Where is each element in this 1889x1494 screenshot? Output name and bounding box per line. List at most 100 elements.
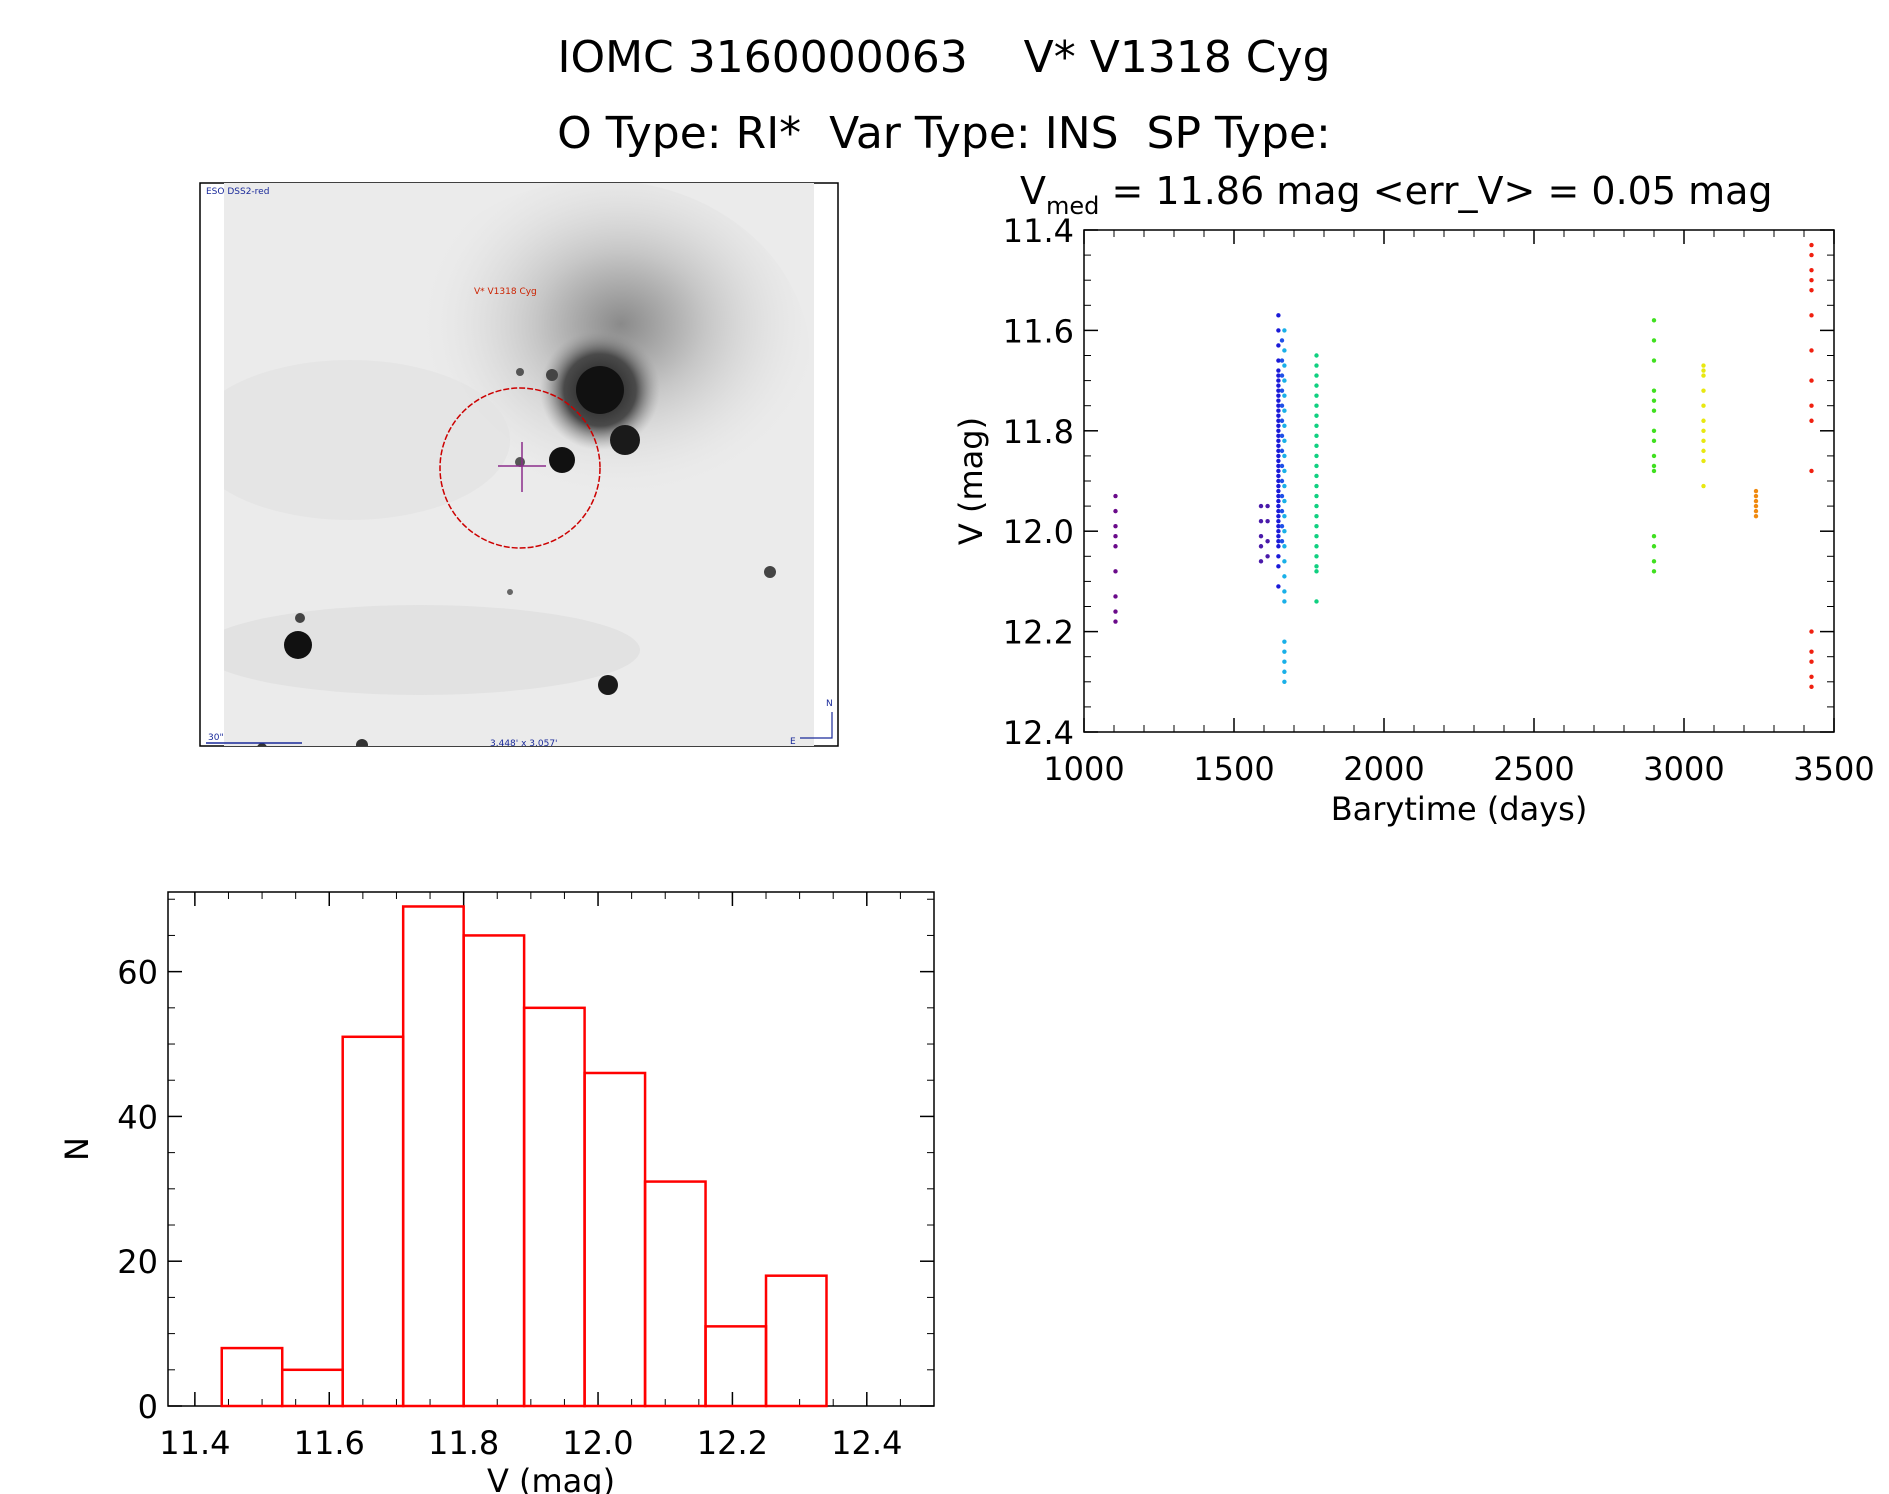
light-curve-point	[1809, 267, 1814, 273]
light-curve-point	[1701, 483, 1706, 489]
light-curve-point	[1282, 649, 1287, 654]
light-curve-point	[1314, 599, 1319, 604]
light-curve-point	[1276, 554, 1281, 559]
light-curve-point	[1113, 544, 1118, 549]
light-curve-point	[1265, 554, 1270, 559]
light-curve-point	[1276, 413, 1281, 418]
light-curve-point	[1314, 353, 1319, 358]
light-curve-point	[1282, 659, 1287, 664]
star	[356, 739, 368, 746]
light-curve-point	[1701, 418, 1706, 423]
light-curve-point	[1279, 539, 1285, 544]
light-curve-point	[1314, 564, 1319, 569]
light-curve-point	[1282, 483, 1287, 489]
light-curve-point	[1809, 252, 1814, 258]
light-curve-point	[1282, 328, 1287, 333]
light-curve-chart: Vmed = 11.86 mag <err_V> = 0.05 mag 1000…	[952, 169, 1875, 828]
light-curve-point	[1113, 619, 1118, 624]
histogram-ytick-label: 20	[117, 1243, 158, 1281]
light-curve-point	[1809, 288, 1814, 293]
light-curve-point	[1276, 544, 1281, 549]
light-curve-point	[1809, 674, 1814, 679]
star	[549, 447, 575, 473]
light-curve-point	[1276, 483, 1281, 489]
light-curve-point	[1276, 328, 1281, 333]
figure-subtitle: O Type: RI* Var Type: INS SP Type:	[557, 108, 1331, 159]
light-curve-ytick-label: 12.0	[1003, 513, 1074, 551]
light-curve-point	[1809, 649, 1814, 654]
light-curve-point	[1279, 463, 1285, 469]
histogram-xtick-label: 12.0	[562, 1424, 633, 1462]
light-curve-point	[1113, 594, 1118, 599]
light-curve-ytick-label: 11.4	[1003, 212, 1074, 250]
light-curve-xlabel: Barytime (days)	[1331, 790, 1588, 828]
light-curve-point	[1113, 569, 1118, 574]
light-curve-ytick-label: 11.8	[1003, 413, 1074, 451]
light-curve-point	[1279, 373, 1285, 378]
histogram-frame	[167, 891, 935, 1407]
histogram-ytick-label: 40	[117, 1098, 158, 1136]
histogram-axes: 11.4 11.6 11.8 12.0 12.2 12.4 0 20 40 60	[117, 892, 934, 1462]
light-curve-point	[1276, 408, 1281, 413]
crosshair-marker	[498, 442, 546, 492]
light-curve-ytick-label: 11.6	[1003, 312, 1074, 350]
compass-east-label: E	[790, 737, 796, 747]
light-curve-point	[1651, 408, 1657, 413]
light-curve-point	[1276, 368, 1281, 373]
light-curve-point	[1753, 513, 1759, 519]
light-curve-point	[1279, 478, 1285, 484]
light-curve-point	[1279, 493, 1285, 499]
light-curve-ylabel: V (mag)	[952, 417, 990, 545]
light-curve-point	[1276, 498, 1281, 504]
star	[257, 743, 267, 746]
star	[295, 613, 305, 623]
histogram-bar	[704, 1325, 768, 1408]
light-curve-point	[1314, 393, 1319, 398]
light-curve-title-sub: med	[1046, 192, 1099, 220]
light-curve-point	[1314, 363, 1319, 368]
light-curve-point	[1753, 508, 1759, 514]
light-curve-point	[1276, 393, 1281, 398]
star	[610, 425, 640, 455]
light-curve-point	[1314, 503, 1319, 509]
light-curve-point	[1276, 453, 1281, 459]
light-curve-point	[1276, 564, 1281, 569]
histogram-xtick-label: 12.2	[697, 1424, 768, 1462]
sky-image-panel: ESO DSS2-red V* V1318 Cyg 30" 3.448' x 3…	[199, 182, 839, 749]
light-curve-point	[1314, 453, 1319, 459]
light-curve-point	[1265, 503, 1270, 509]
light-curve-point	[1258, 534, 1264, 539]
light-curve-point	[1651, 534, 1657, 539]
light-curve-point	[1276, 418, 1281, 423]
light-curve-point	[1651, 388, 1657, 393]
light-curve-point	[1282, 679, 1287, 684]
light-curve-point	[1753, 488, 1759, 494]
light-curve-point	[1701, 448, 1706, 454]
light-curve-point	[1279, 403, 1285, 408]
light-curve-point	[1282, 408, 1287, 413]
compass-north-label: N	[826, 699, 833, 709]
light-curve-point	[1276, 443, 1281, 449]
survey-label: ESO DSS2-red	[206, 187, 269, 197]
light-curve-point	[1279, 448, 1285, 454]
light-curve-point	[1809, 659, 1814, 664]
light-curve-ytick-label: 12.2	[1003, 614, 1074, 652]
light-curve-point	[1276, 398, 1281, 403]
histogram-bar	[220, 1346, 284, 1408]
histogram-bar	[522, 1006, 586, 1408]
light-curve-point	[1314, 493, 1319, 499]
light-curve-point	[1276, 383, 1281, 388]
light-curve-point	[1809, 313, 1814, 318]
light-curve-point	[1276, 423, 1281, 428]
light-curve-point	[1279, 508, 1285, 514]
light-curve-point	[1651, 398, 1657, 403]
light-curve-point	[1809, 468, 1814, 474]
light-curve-point	[1753, 498, 1759, 504]
light-curve-point	[1651, 569, 1657, 574]
light-curve-point	[1809, 418, 1814, 423]
histogram-bar	[583, 1071, 647, 1408]
light-curve-point	[1258, 503, 1264, 509]
light-curve-point	[1113, 493, 1118, 499]
light-curve-point	[1276, 358, 1281, 363]
